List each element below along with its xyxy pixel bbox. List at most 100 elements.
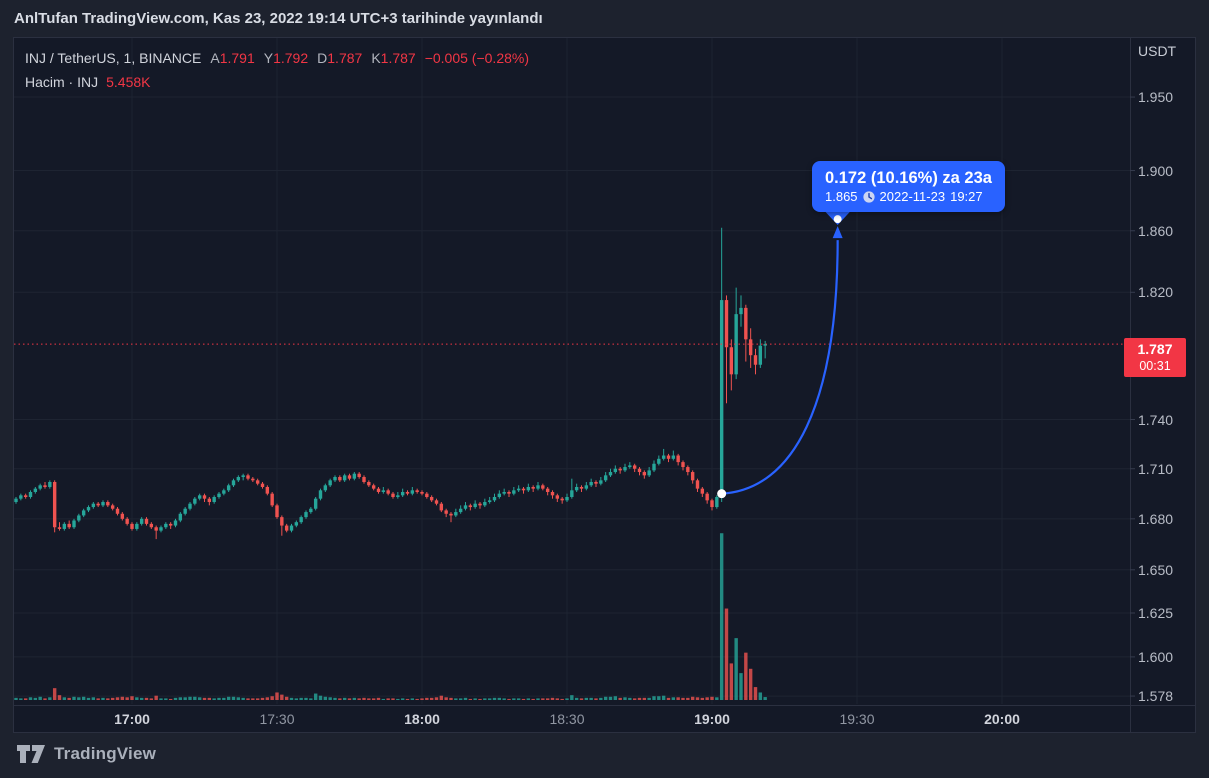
volume-bar: [367, 698, 371, 700]
volume-bar: [251, 698, 255, 700]
candle-body: [478, 503, 482, 506]
volume-bar: [579, 698, 584, 700]
volume-bar: [763, 697, 767, 700]
volume-bar: [338, 698, 342, 700]
candle-body: [72, 520, 76, 528]
volume-bar: [260, 697, 265, 700]
candle-body: [661, 455, 666, 459]
volume-bar: [560, 698, 564, 700]
volume-bar: [545, 698, 550, 700]
candle-body: [690, 472, 695, 481]
candle-body: [763, 344, 767, 346]
volume-bar: [304, 697, 308, 700]
high-label: Y: [263, 50, 274, 66]
candle-body: [323, 485, 328, 491]
candle-body: [23, 495, 28, 497]
symbol-legend[interactable]: INJ / TetherUS, 1, BINANCE A1.791 Y1.792 D1…: [25, 46, 529, 70]
volume-bar: [19, 698, 23, 700]
candle-body: [449, 513, 453, 516]
volume-bar: [125, 697, 129, 700]
candle-body: [642, 472, 647, 476]
candle-body: [217, 493, 221, 497]
volume-bar: [130, 696, 134, 700]
volume-bar: [396, 698, 400, 700]
candle-body: [487, 500, 492, 503]
candle-body: [541, 485, 545, 489]
volume-bar: [270, 696, 274, 700]
candle-body: [695, 480, 700, 489]
volume-bar: [139, 697, 144, 700]
candle-body: [396, 495, 400, 497]
candle-body: [226, 485, 231, 491]
candle-body: [623, 467, 627, 471]
candle-body: [753, 355, 758, 365]
volume-bar: [202, 697, 207, 700]
candle-body: [560, 498, 564, 501]
volume-legend[interactable]: Hacim · INJ 5.458K: [25, 70, 151, 94]
volume-bar: [207, 697, 212, 700]
volume-bar: [420, 698, 424, 700]
time-axis-label: 17:30: [259, 711, 295, 727]
tradingview-logo[interactable]: TradingView: [16, 744, 156, 764]
candle-body: [565, 496, 569, 501]
candle-body: [304, 512, 308, 518]
candle-body: [512, 490, 516, 494]
candle-body: [241, 475, 245, 478]
trend-start-dot[interactable]: [717, 489, 727, 499]
candle-body: [352, 473, 357, 479]
candle-body: [193, 498, 197, 504]
volume-bar: [584, 697, 589, 700]
trend-tooltip: 0.172 (10.16%) za 23a 1.865 2022-11-23 1…: [812, 161, 1005, 212]
candle-body: [333, 477, 337, 481]
volume-bar: [72, 696, 76, 700]
volume-bar: [502, 698, 506, 700]
volume-bar: [661, 695, 666, 700]
candle-body: [439, 503, 444, 511]
volume-bar: [458, 698, 463, 700]
tradingview-logo-text: TradingView: [54, 744, 157, 763]
volume-bar: [386, 698, 390, 700]
volume-bar: [642, 697, 647, 700]
volume-bar: [62, 697, 67, 700]
candle-body: [120, 513, 125, 519]
candle-body: [101, 502, 105, 506]
tooltip-time: 19:27: [950, 189, 983, 204]
candle-body: [260, 483, 265, 487]
candle-body: [473, 503, 477, 508]
volume-bar: [652, 696, 656, 700]
volume-bar: [748, 668, 753, 700]
candle-body: [526, 486, 531, 491]
low-value: 1.787: [327, 50, 363, 66]
price-axis-label: 1.740: [1138, 411, 1174, 428]
volume-bar: [284, 696, 289, 700]
volume-bar: [454, 698, 458, 700]
volume-bar: [434, 697, 439, 700]
trend-curve[interactable]: [721, 240, 839, 495]
candle-body: [705, 493, 709, 501]
price-axis-label: 1.625: [1138, 605, 1174, 621]
volume-bar: [608, 696, 613, 700]
volume-bar: [623, 697, 627, 700]
candle-body: [149, 523, 154, 528]
volume-bar: [415, 698, 419, 700]
candle-body: [666, 455, 671, 459]
volume-bar: [647, 697, 651, 700]
candle-body: [676, 455, 680, 463]
candle-body: [492, 496, 497, 501]
volume-bar: [294, 698, 299, 700]
volume-bar: [183, 697, 187, 700]
candle-body: [168, 523, 173, 526]
time-axis-label: 20:00: [984, 711, 1020, 727]
volume-bar: [231, 696, 236, 700]
volume-bar: [666, 697, 671, 700]
candle-body: [294, 522, 299, 526]
candle-body: [91, 503, 96, 508]
volume-bar: [38, 696, 42, 700]
volume-bar: [86, 697, 91, 700]
candle-body: [536, 485, 540, 489]
volume-bar: [715, 697, 719, 700]
volume-bar: [613, 696, 618, 700]
trend-end-dot[interactable]: [833, 215, 842, 224]
